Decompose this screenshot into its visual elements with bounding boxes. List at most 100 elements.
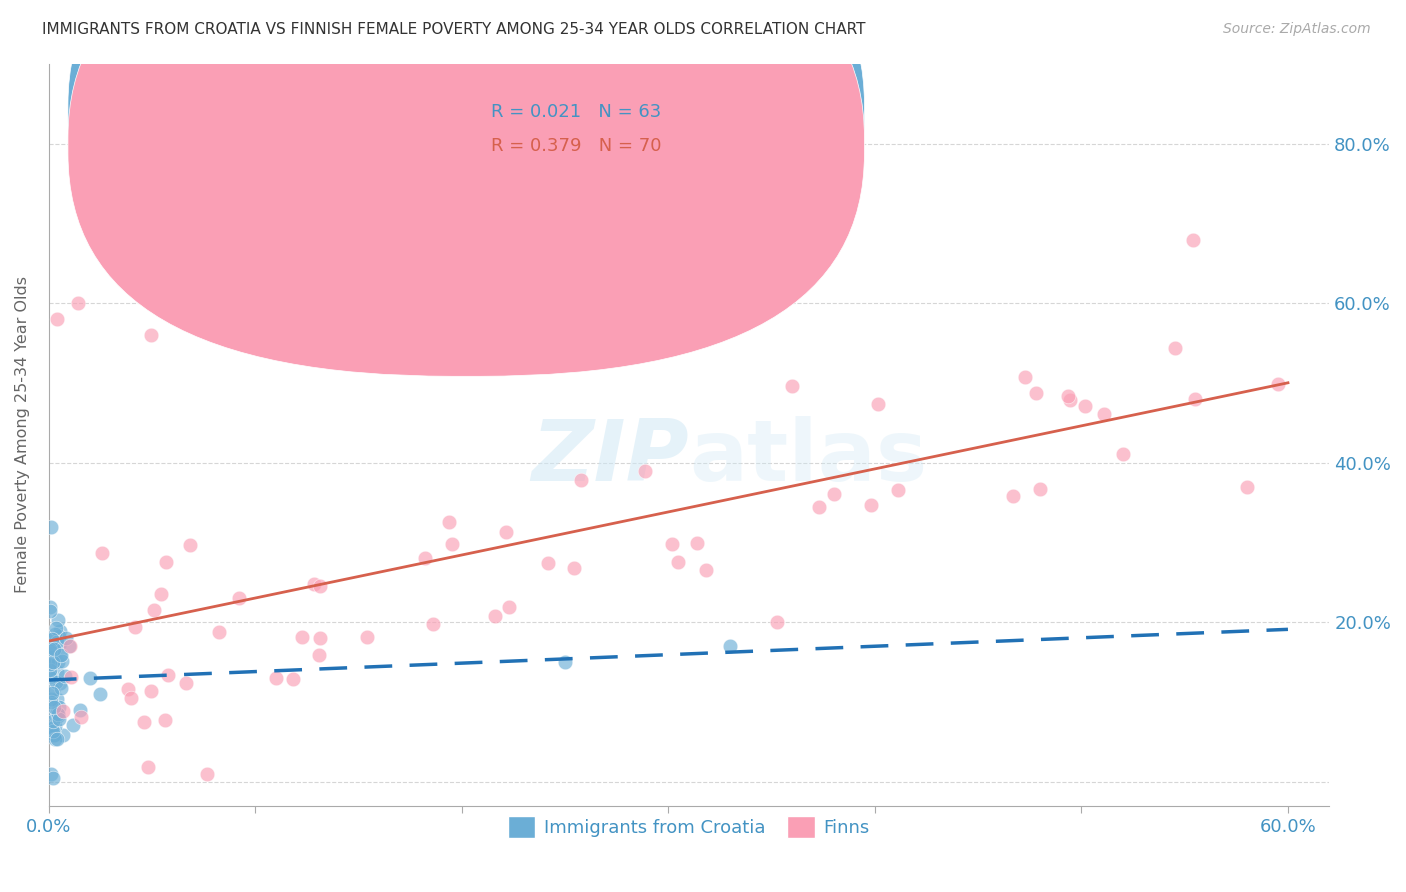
Point <box>765 615 787 629</box>
Point <box>569 473 592 487</box>
FancyBboxPatch shape <box>67 0 865 343</box>
Point <box>495 524 517 539</box>
Point <box>48 629 70 643</box>
Point <box>38 599 60 614</box>
Point <box>1184 392 1206 406</box>
Point <box>42 728 65 742</box>
Point <box>39 644 62 658</box>
Legend: Immigrants from Croatia, Finns: Immigrants from Croatia, Finns <box>501 808 877 845</box>
Point <box>45 674 67 689</box>
Point <box>1025 385 1047 400</box>
Point <box>49 681 72 695</box>
Point <box>69 710 91 724</box>
Point <box>179 538 201 552</box>
Point <box>38 670 60 684</box>
Point <box>1112 447 1135 461</box>
Point <box>42 714 65 728</box>
Point <box>117 681 139 696</box>
Point <box>60 670 83 684</box>
Point <box>823 487 845 501</box>
Y-axis label: Female Poverty Among 25-34 Year Olds: Female Poverty Among 25-34 Year Olds <box>15 277 30 593</box>
Point <box>42 723 65 738</box>
Point <box>44 719 66 733</box>
Point <box>42 771 65 785</box>
Point <box>1002 489 1025 503</box>
Point <box>58 639 80 653</box>
Point <box>661 537 683 551</box>
Point <box>695 563 717 577</box>
Point <box>498 600 520 615</box>
Point <box>69 703 91 717</box>
Point <box>38 641 60 656</box>
Text: R = 0.021   N = 63: R = 0.021 N = 63 <box>491 103 661 121</box>
Point <box>46 613 69 627</box>
Point <box>309 631 332 645</box>
Point <box>39 766 62 780</box>
Point <box>422 617 444 632</box>
Point <box>46 692 69 706</box>
Point <box>45 621 67 635</box>
Point <box>41 632 63 647</box>
Point <box>62 718 84 732</box>
Point <box>48 707 70 722</box>
Point <box>1236 480 1258 494</box>
Point <box>423 280 446 294</box>
Point <box>1181 233 1204 247</box>
Point <box>44 643 66 657</box>
Point <box>176 676 198 690</box>
Point <box>124 620 146 634</box>
Text: R = 0.379   N = 70: R = 0.379 N = 70 <box>491 136 661 154</box>
Point <box>48 713 70 727</box>
Point <box>1267 377 1289 392</box>
Point <box>91 546 114 560</box>
Point <box>48 700 70 714</box>
Point <box>42 655 65 669</box>
Point <box>46 312 69 326</box>
Point <box>149 587 172 601</box>
Point <box>309 579 332 593</box>
Point <box>157 668 180 682</box>
Point <box>780 379 803 393</box>
Point <box>153 713 176 727</box>
Point <box>537 556 560 570</box>
Text: IMMIGRANTS FROM CROATIA VS FINNISH FEMALE POVERTY AMONG 25-34 YEAR OLDS CORRELAT: IMMIGRANTS FROM CROATIA VS FINNISH FEMAL… <box>42 22 866 37</box>
Point <box>42 728 65 742</box>
Point <box>41 685 63 699</box>
Point <box>562 561 585 575</box>
Point <box>38 657 60 671</box>
Point <box>413 551 436 566</box>
Point <box>59 640 82 654</box>
Point <box>51 648 73 663</box>
Point <box>42 655 65 669</box>
Point <box>49 636 72 650</box>
Point <box>685 536 707 550</box>
Point <box>1057 389 1080 403</box>
Point <box>45 706 67 720</box>
Point <box>554 655 576 669</box>
Point <box>66 296 89 310</box>
Point <box>120 691 142 706</box>
Point <box>314 336 336 351</box>
Point <box>291 630 314 644</box>
Point <box>302 577 325 591</box>
Point <box>79 671 101 685</box>
Point <box>44 707 66 722</box>
Point <box>308 648 330 662</box>
Point <box>142 603 165 617</box>
Point <box>1163 341 1185 355</box>
Point <box>49 648 72 662</box>
FancyBboxPatch shape <box>67 0 865 376</box>
Point <box>46 731 69 746</box>
Point <box>440 537 463 551</box>
Point <box>1014 369 1036 384</box>
Point <box>41 721 63 735</box>
Point <box>484 608 506 623</box>
Text: Source: ZipAtlas.com: Source: ZipAtlas.com <box>1223 22 1371 37</box>
Point <box>868 397 890 411</box>
Point <box>139 684 162 698</box>
Point <box>39 604 62 618</box>
Point <box>1092 408 1115 422</box>
Point <box>356 630 378 644</box>
Point <box>49 676 72 690</box>
Text: atlas: atlas <box>689 416 927 499</box>
